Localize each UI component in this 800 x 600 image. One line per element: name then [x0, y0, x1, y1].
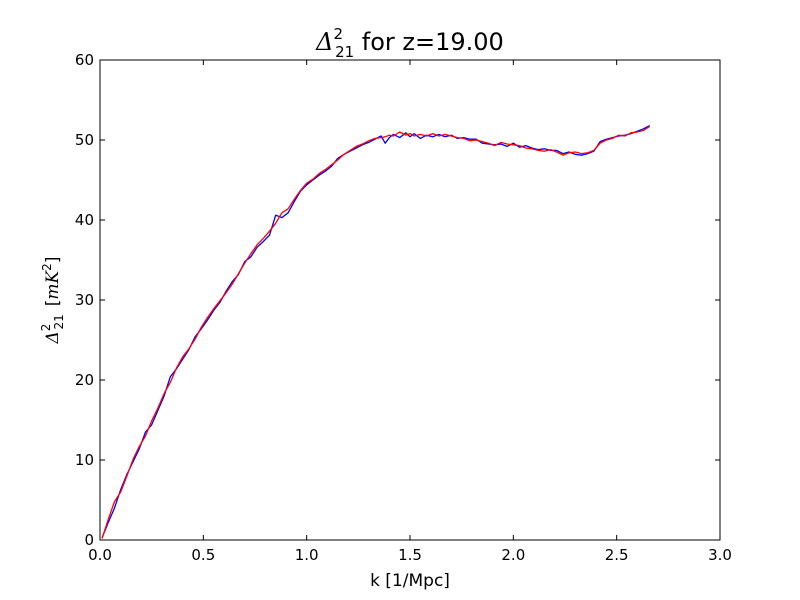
series-line-red — [101, 125, 651, 539]
x-tick-label: 1.0 — [295, 546, 319, 564]
title-delta: Δ — [315, 28, 333, 56]
x-tick-label: 1.5 — [398, 546, 422, 564]
ylabel-delta: Δ — [43, 331, 63, 344]
series-layer — [101, 125, 651, 539]
ylabel-subscript: 21 — [52, 314, 66, 329]
y-tick-label: 60 — [75, 51, 94, 69]
x-tick-label: 3.0 — [708, 546, 732, 564]
y-tick-label: 30 — [75, 291, 94, 309]
x-tick-label: 0.5 — [191, 546, 215, 564]
series-line-blue — [101, 125, 650, 538]
ticks-layer: 0.0 0.5 1.0 1.5 2.0 2.5 3.0 0 10 20 30 40 50 60 — [75, 51, 732, 564]
ylabel-unit-var: mK — [43, 270, 63, 300]
y-tick-label: 0 — [84, 531, 94, 549]
x-tick-label: 0.0 — [88, 546, 112, 564]
chart-title: Δ2 21 for z=19.00 — [315, 25, 504, 61]
title-superscript: 2 — [334, 25, 344, 43]
y-tick-label: 10 — [75, 451, 94, 469]
y-tick-label: 40 — [75, 211, 94, 229]
y-tick-label: 20 — [75, 371, 94, 389]
x-tick-label: 2.5 — [605, 546, 629, 564]
y-tick-label: 50 — [75, 131, 94, 149]
ylabel-unit-sup: 2 — [40, 263, 54, 271]
ylabel-superscript: 2 — [39, 324, 53, 332]
x-axis-label: k [1/Mpc] — [370, 571, 450, 591]
x-tick-label: 2.0 — [501, 546, 525, 564]
title-subscript: 21 — [335, 43, 354, 61]
plot-frame — [99, 59, 721, 541]
ylabel-unit-close: ] — [43, 257, 63, 264]
y-axis-label: Δ221[mK2] — [39, 257, 66, 345]
title-suffix: for z=19.00 — [354, 28, 504, 56]
ylabel-unit-open: [ — [43, 300, 63, 307]
